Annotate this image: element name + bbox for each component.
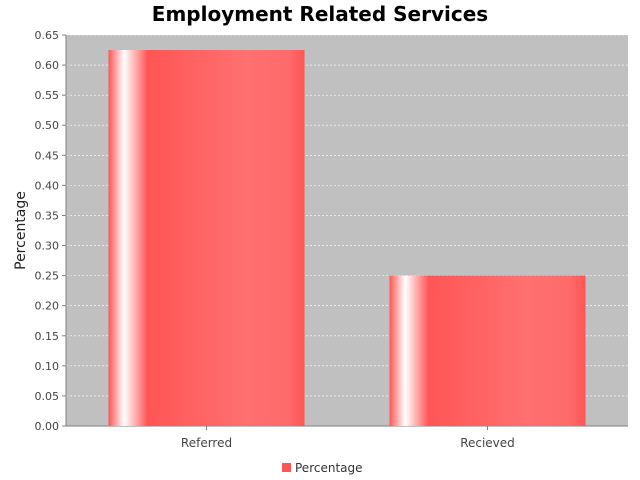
y-tick-label: 0.50 (35, 119, 60, 132)
y-tick-label: 0.15 (35, 330, 60, 343)
y-tick-label: 0.45 (35, 149, 60, 162)
chart-title: Employment Related Services (151, 2, 489, 26)
y-tick-label: 0.60 (35, 59, 60, 72)
y-tick-label: 0.05 (35, 390, 60, 403)
y-tick-label: 0.35 (35, 209, 60, 222)
y-tick-label: 0.55 (35, 89, 60, 102)
y-tick-label: 0.65 (35, 29, 60, 42)
x-tick-label: Recieved (460, 436, 515, 450)
y-tick-label: 0.10 (35, 360, 60, 373)
bar (108, 50, 305, 427)
legend-label: Percentage (295, 461, 363, 475)
bar (389, 275, 586, 426)
y-tick-label: 0.40 (35, 179, 60, 192)
y-tick-label: 0.00 (35, 420, 60, 433)
y-tick-label: 0.25 (35, 270, 60, 283)
legend-swatch (282, 463, 291, 472)
x-tick-label: Referred (181, 436, 232, 450)
y-tick-label: 0.20 (35, 300, 60, 313)
y-axis-label: Percentage (13, 191, 29, 270)
y-tick-label: 0.30 (35, 240, 60, 253)
